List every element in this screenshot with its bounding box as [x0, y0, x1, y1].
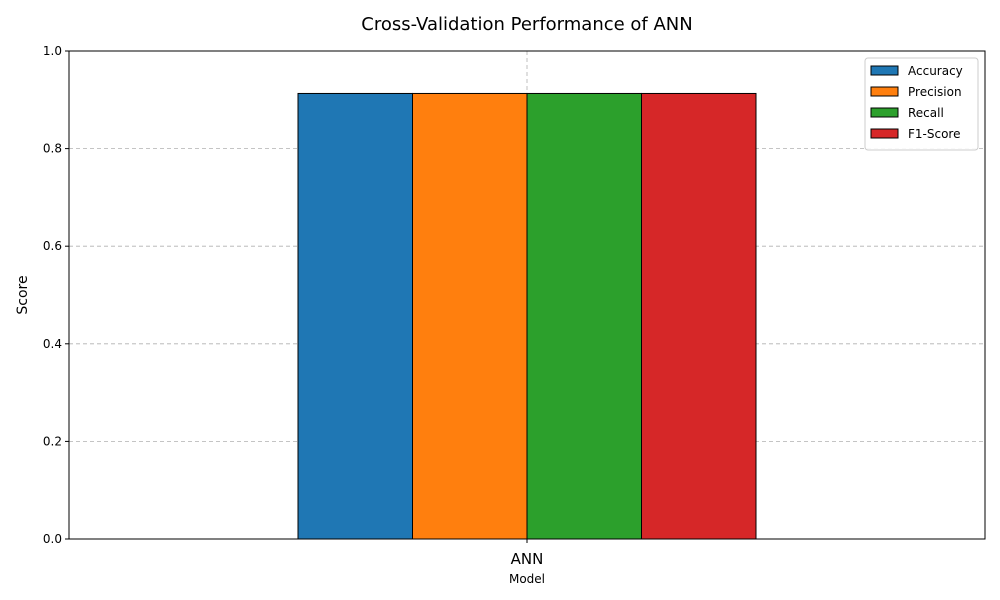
y-tick-label: 0.8	[43, 142, 62, 156]
x-axis-ticks: ANN	[511, 539, 544, 568]
bars-group	[297, 92, 757, 540]
legend-label: Precision	[908, 85, 962, 99]
x-axis-title: Model	[509, 572, 545, 586]
y-tick-label: 0.4	[43, 337, 62, 351]
bar-recall	[526, 92, 642, 540]
x-tick-label: ANN	[511, 550, 544, 568]
legend-swatch	[870, 128, 899, 139]
bar-f1-score	[641, 92, 757, 540]
legend-swatch	[870, 65, 899, 76]
bar-precision	[412, 92, 528, 540]
legend-label: Recall	[908, 106, 944, 120]
y-tick-label: 0.6	[43, 239, 62, 253]
legend-box	[864, 57, 979, 151]
legend-swatch	[870, 107, 899, 118]
y-tick-label: 0.0	[43, 532, 62, 546]
legend-swatch	[870, 86, 899, 97]
y-tick-label: 1.0	[43, 44, 62, 58]
y-axis-ticks: 0.0 0.2 0.4 0.6 0.8 1.0	[43, 44, 69, 546]
chart-title: Cross-Validation Performance of ANN	[361, 14, 693, 35]
legend: Accuracy Precision Recall F1-Score	[864, 57, 979, 151]
legend-label: Accuracy	[908, 64, 963, 78]
y-axis-title: Score	[15, 275, 31, 314]
bar-accuracy	[297, 92, 413, 540]
y-tick-label: 0.2	[43, 434, 62, 448]
legend-label: F1-Score	[908, 127, 960, 141]
